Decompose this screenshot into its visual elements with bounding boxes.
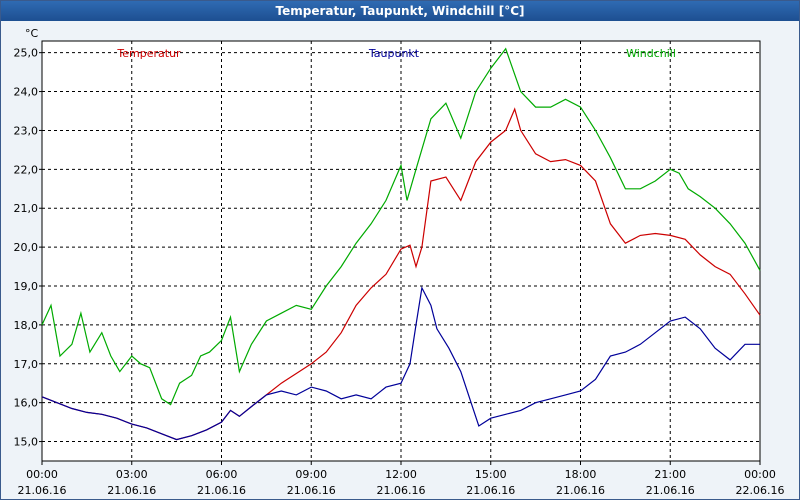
x-tick-date: 21.06.16: [197, 484, 246, 497]
x-tick-time: 00:00: [26, 468, 58, 481]
chart-title: Temperatur, Taupunkt, Windchill [°C]: [1, 1, 799, 21]
x-tick-date: 21.06.16: [466, 484, 515, 497]
y-tick-label: 22,0: [14, 163, 39, 176]
legend-taupunkt: Taupunkt: [368, 47, 420, 60]
y-tick-label: 18,0: [14, 319, 39, 332]
x-tick-date: 21.06.16: [107, 484, 156, 497]
x-tick-time: 18:00: [565, 468, 597, 481]
y-tick-label: 17,0: [14, 358, 39, 371]
chart-canvas: 15,0 16,0 17,0 18,0 19,0 20,0 21,0 22,0 23,0 24,0…: [14, 27, 785, 497]
y-tick-label: 16,0: [14, 397, 39, 410]
x-tick-time: 09:00: [295, 468, 327, 481]
y-tick-label: 23,0: [14, 124, 39, 137]
x-tick-date: 21.06.16: [18, 484, 67, 497]
legend-windchill: Windchill: [626, 47, 676, 60]
plot-border: [41, 40, 761, 462]
x-tick-date: 21.06.16: [556, 484, 605, 497]
x-tick-time: 15:00: [475, 468, 507, 481]
y-tick-label: 21,0: [14, 202, 39, 215]
series-line-windchill: [41, 47, 761, 406]
x-tick-time: 06:00: [206, 468, 238, 481]
y-tick-label: 19,0: [14, 280, 39, 293]
x-tick-time: 00:00: [744, 468, 776, 481]
x-tick-time: 12:00: [385, 468, 417, 481]
series-line-taupunkt: [41, 285, 760, 441]
y-tick-label: 25,0: [14, 47, 39, 60]
x-tick-time: 03:00: [116, 468, 148, 481]
y-tick-label: 24,0: [14, 86, 39, 99]
legend-temperatur: Temperatur: [116, 47, 181, 60]
y-tick-label: 20,0: [14, 241, 39, 254]
x-tick-date: 21.06.16: [287, 484, 336, 497]
x-tick-date: 22.06.16: [736, 484, 785, 497]
y-axis-label: °C: [25, 27, 39, 40]
y-tick-label: 15,0: [14, 436, 39, 449]
x-tick-date: 21.06.16: [646, 484, 695, 497]
x-tick-time: 21:00: [654, 468, 686, 481]
x-tick-date: 21.06.16: [377, 484, 426, 497]
